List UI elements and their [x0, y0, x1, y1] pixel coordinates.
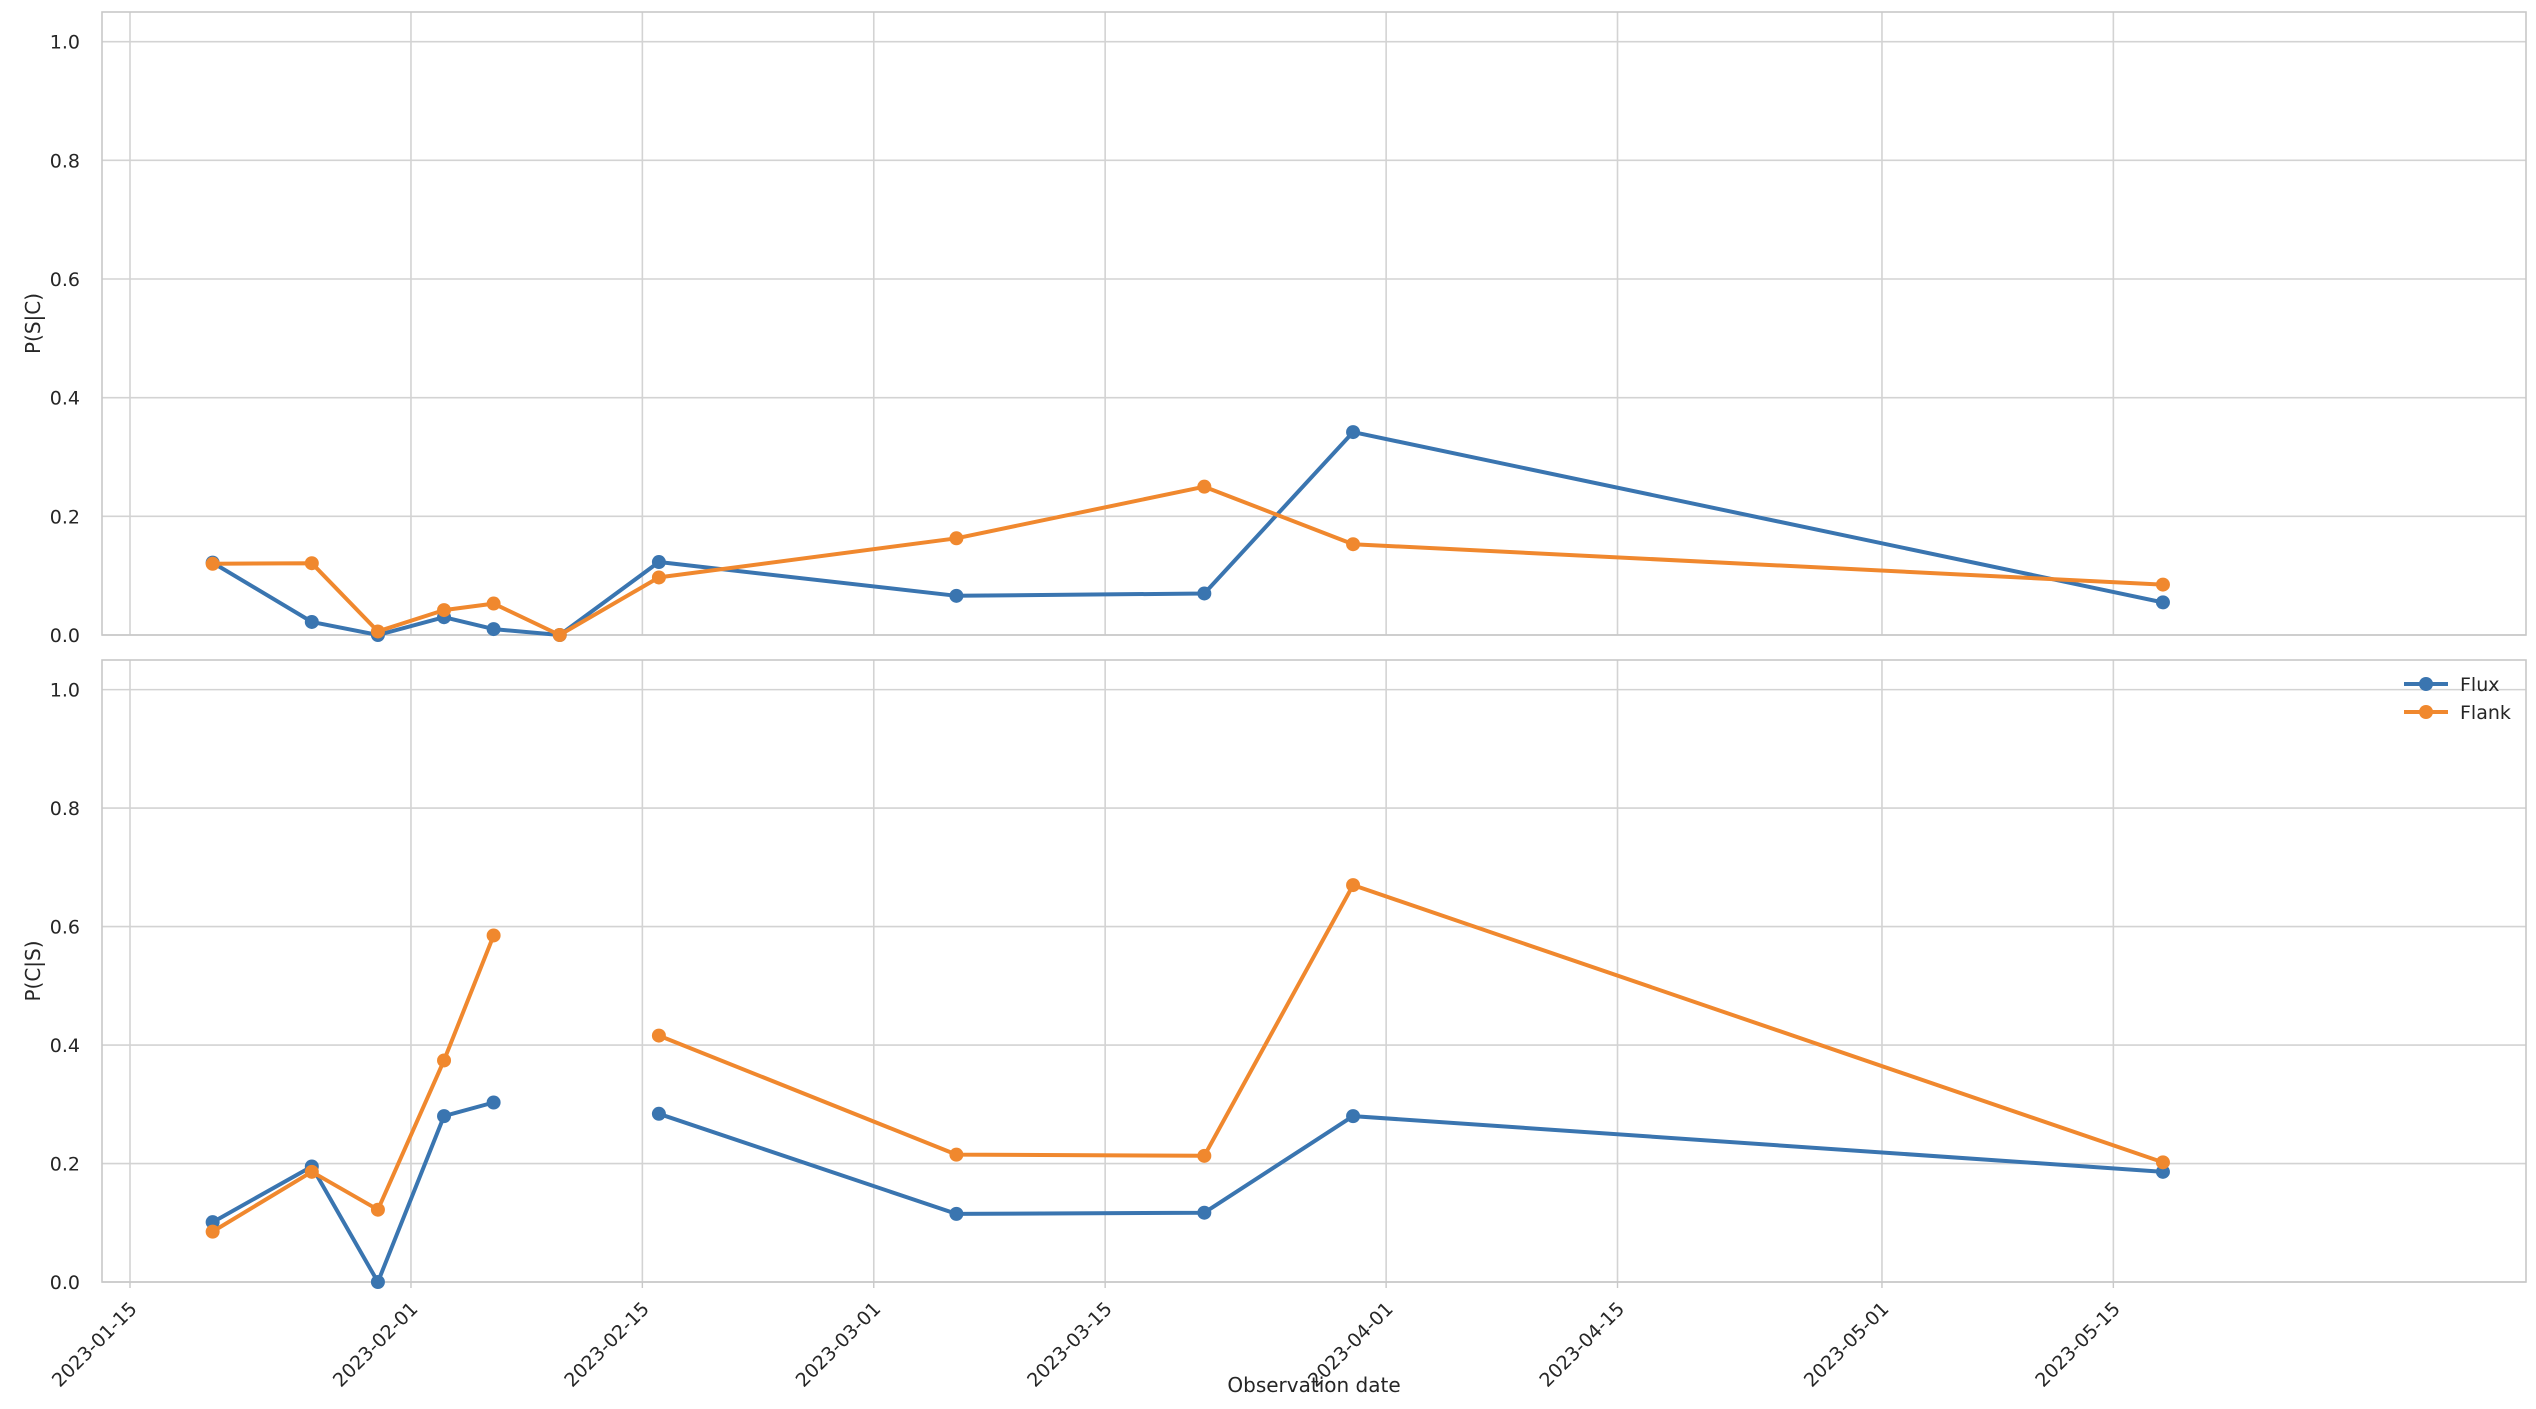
data-point [370, 1275, 385, 1289]
data-point [304, 1164, 319, 1179]
data-point [651, 555, 666, 570]
y-tick-label: 0.2 [50, 506, 80, 528]
plot-frame [101, 659, 2527, 1283]
data-point [437, 1053, 452, 1068]
x-tick-label: 2023-03-01 [792, 1298, 886, 1392]
y-axis-label: P(S|C) [21, 293, 45, 354]
y-tick-label: 0.4 [50, 1035, 80, 1057]
x-tick-label: 2023-01-15 [48, 1298, 142, 1392]
y-tick-label: 0.6 [50, 269, 80, 291]
data-point [651, 1028, 666, 1043]
x-tick-label: 2023-04-15 [1535, 1298, 1629, 1392]
data-point [2155, 1155, 2170, 1170]
data-point [486, 1095, 501, 1110]
data-point [651, 1106, 666, 1121]
x-tick-label: 2023-03-15 [1023, 1298, 1117, 1392]
data-point [437, 1109, 452, 1124]
data-point [1197, 586, 1212, 601]
y-tick-label: 0.2 [50, 1154, 80, 1176]
data-point [370, 1202, 385, 1217]
plot-frame [101, 11, 2527, 636]
y-tick-label: 0.0 [50, 625, 80, 647]
y-tick-label: 0.6 [50, 917, 80, 939]
y-tick-label: 1.0 [50, 680, 80, 702]
data-point [1346, 425, 1361, 440]
plot-area [102, 660, 2526, 1282]
y-tick-label: 0.8 [50, 798, 80, 820]
y-tick-label: 0.4 [50, 388, 80, 410]
legend-marker [2419, 705, 2433, 719]
data-point [486, 596, 501, 611]
y-tick-label: 0.8 [50, 150, 80, 172]
x-tick-label: 2023-02-15 [560, 1298, 654, 1392]
series-flank [205, 479, 2170, 642]
data-point [304, 556, 319, 571]
legend: Flux Flank [2404, 674, 2511, 724]
x-tick-label: 2023-02-01 [329, 1298, 423, 1392]
data-point [1346, 1109, 1361, 1124]
data-point [370, 624, 385, 639]
y-tick-label: 0.0 [50, 1272, 80, 1294]
data-point [486, 622, 501, 637]
data-point [949, 1147, 964, 1162]
plot-area [102, 12, 2526, 635]
data-point [1197, 1205, 1212, 1220]
data-point [486, 928, 501, 943]
series-flank [205, 878, 2170, 1239]
data-point [1197, 1148, 1212, 1163]
data-point [205, 1224, 220, 1239]
y-tick-label: 1.0 [50, 32, 80, 54]
panel-2: 0.0 0.2 0.4 0.6 0.8 1.0 P(C|S) Flux Flank [21, 659, 2527, 1294]
data-point [304, 614, 319, 629]
data-point [1346, 537, 1361, 552]
data-point [205, 556, 220, 571]
data-point [1346, 878, 1361, 893]
legend-marker [2419, 677, 2433, 691]
data-point [949, 531, 964, 546]
data-point [949, 1206, 964, 1221]
data-point [2155, 595, 2170, 610]
data-point [1197, 479, 1212, 494]
panel-1: 0.0 0.2 0.4 0.6 0.8 1.0 P(S|C) [21, 11, 2527, 647]
data-point [552, 628, 567, 642]
x-tick-label: 2023-05-01 [1800, 1298, 1894, 1392]
legend-label: Flux [2460, 674, 2500, 696]
data-point [437, 603, 452, 618]
data-point [2155, 577, 2170, 592]
data-point [651, 570, 666, 585]
legend-label: Flank [2460, 702, 2511, 724]
x-tick-label: 2023-05-15 [2031, 1298, 2125, 1392]
y-axis-label: P(C|S) [21, 940, 45, 1001]
data-point [949, 588, 964, 603]
x-axis-label: Observation date [1227, 1373, 1400, 1397]
